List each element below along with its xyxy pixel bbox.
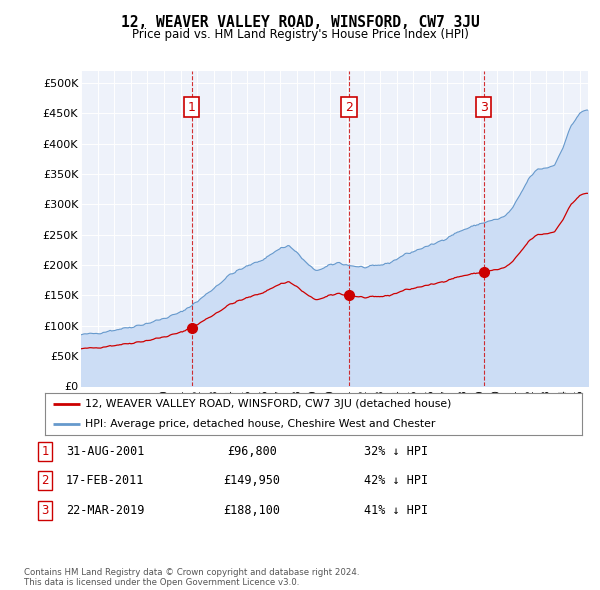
Text: 2: 2 <box>345 101 353 114</box>
Text: 32% ↓ HPI: 32% ↓ HPI <box>364 445 428 458</box>
Text: 12, WEAVER VALLEY ROAD, WINSFORD, CW7 3JU (detached house): 12, WEAVER VALLEY ROAD, WINSFORD, CW7 3J… <box>85 399 452 409</box>
Text: 42% ↓ HPI: 42% ↓ HPI <box>364 474 428 487</box>
Text: 1: 1 <box>41 445 49 458</box>
Text: £188,100: £188,100 <box>223 504 281 517</box>
Text: 3: 3 <box>479 101 488 114</box>
Text: 1: 1 <box>188 101 196 114</box>
Text: 12, WEAVER VALLEY ROAD, WINSFORD, CW7 3JU: 12, WEAVER VALLEY ROAD, WINSFORD, CW7 3J… <box>121 15 479 30</box>
Text: Contains HM Land Registry data © Crown copyright and database right 2024.
This d: Contains HM Land Registry data © Crown c… <box>24 568 359 587</box>
Text: £96,800: £96,800 <box>227 445 277 458</box>
Text: 3: 3 <box>41 504 49 517</box>
Text: 31-AUG-2001: 31-AUG-2001 <box>66 445 144 458</box>
Text: 2: 2 <box>41 474 49 487</box>
Text: £149,950: £149,950 <box>223 474 281 487</box>
Text: 22-MAR-2019: 22-MAR-2019 <box>66 504 144 517</box>
Text: HPI: Average price, detached house, Cheshire West and Chester: HPI: Average price, detached house, Ches… <box>85 419 436 429</box>
Text: Price paid vs. HM Land Registry's House Price Index (HPI): Price paid vs. HM Land Registry's House … <box>131 28 469 41</box>
Text: 41% ↓ HPI: 41% ↓ HPI <box>364 504 428 517</box>
Text: 17-FEB-2011: 17-FEB-2011 <box>66 474 144 487</box>
